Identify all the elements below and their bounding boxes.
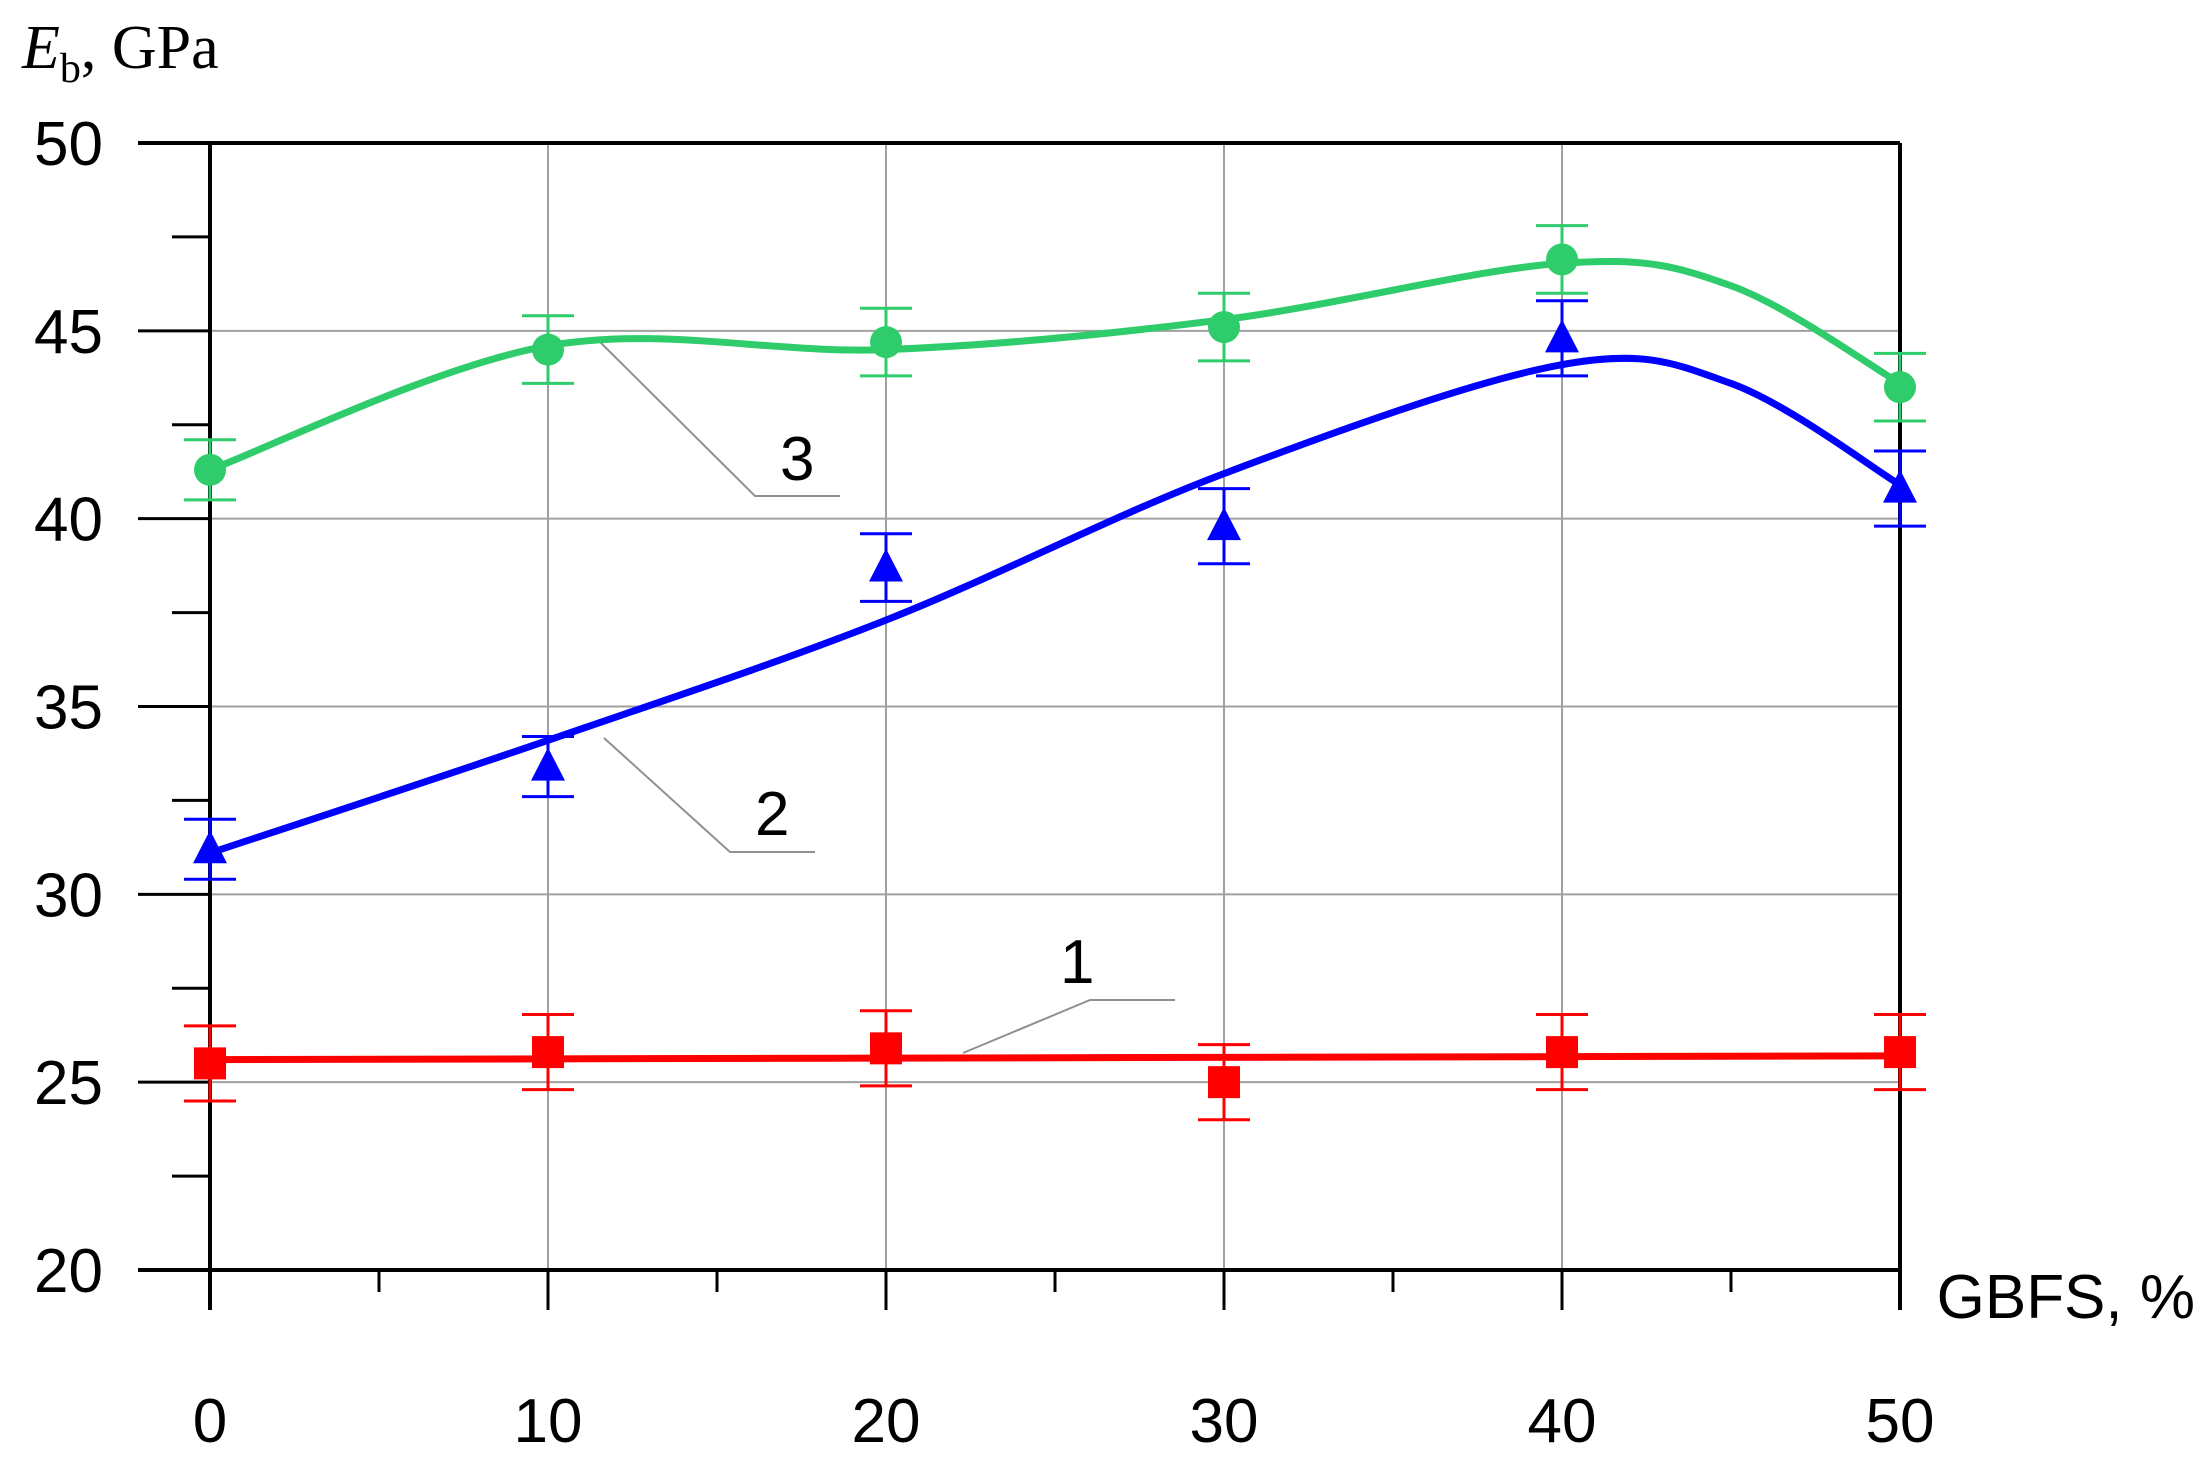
curve-label-3-leader <box>597 339 840 497</box>
series-2 <box>184 299 1926 881</box>
curve-label-2: 2 <box>755 780 789 849</box>
data-point <box>193 830 227 864</box>
data-point <box>532 333 564 366</box>
series-3 <box>184 224 1926 502</box>
data-point <box>194 453 226 486</box>
curve-label-leaders <box>597 339 1175 1054</box>
data-point <box>532 1036 564 1069</box>
series-3-curve <box>206 257 1904 474</box>
data-point <box>1883 469 1917 503</box>
y-tick-label: 45 <box>34 298 103 367</box>
data-point <box>1207 507 1241 541</box>
series-1-curve <box>206 1052 1904 1064</box>
y-tick-label: 35 <box>34 674 103 743</box>
series-1 <box>184 1009 1926 1122</box>
y-tick-label: 20 <box>34 1237 103 1306</box>
x-tick-label: 40 <box>1528 1387 1597 1456</box>
curve-label-3: 3 <box>780 425 814 494</box>
y-axis-title: Eb, GPa <box>21 14 219 92</box>
y-axis-subscript: b <box>60 46 81 92</box>
grid <box>210 143 1900 1270</box>
data-point <box>531 747 565 781</box>
data-point <box>1208 1066 1240 1099</box>
series-2-curve <box>206 354 1904 857</box>
y-axis-symbol: E <box>21 14 60 82</box>
x-tick-label: 0 <box>193 1387 227 1456</box>
data-point <box>1545 319 1579 353</box>
x-axis-title: GBFS, % <box>1937 1263 2195 1332</box>
x-tick-label: 50 <box>1866 1387 1935 1456</box>
x-tick-label: 10 <box>514 1387 583 1456</box>
data-point <box>1884 1036 1916 1069</box>
curve-label-1-leader <box>962 999 1175 1054</box>
data-point <box>870 1032 902 1065</box>
data-point <box>1884 371 1916 404</box>
y-axis-unit: , GPa <box>81 14 219 82</box>
y-tick-label: 40 <box>34 486 103 555</box>
y-tick-label: 25 <box>34 1049 103 1118</box>
axes <box>138 141 1902 1310</box>
curve-label-2-leader <box>603 737 815 853</box>
data-point <box>194 1047 226 1080</box>
ticks <box>138 141 1902 1310</box>
x-tick-label: 20 <box>852 1387 921 1456</box>
data-point <box>869 548 903 582</box>
curve-label-1: 1 <box>1060 928 1094 997</box>
data-point <box>1546 243 1578 276</box>
data-point <box>1208 311 1240 344</box>
data-point <box>1546 1036 1578 1069</box>
x-tick-label: 30 <box>1190 1387 1259 1456</box>
series-layer <box>184 224 1926 1122</box>
y-tick-label: 50 <box>34 110 103 179</box>
tick-labels: 20 25 30 35 40 45 50 0 10 20 30 40 50 <box>34 110 1934 1456</box>
y-tick-label: 30 <box>34 861 103 930</box>
data-point <box>870 326 902 359</box>
